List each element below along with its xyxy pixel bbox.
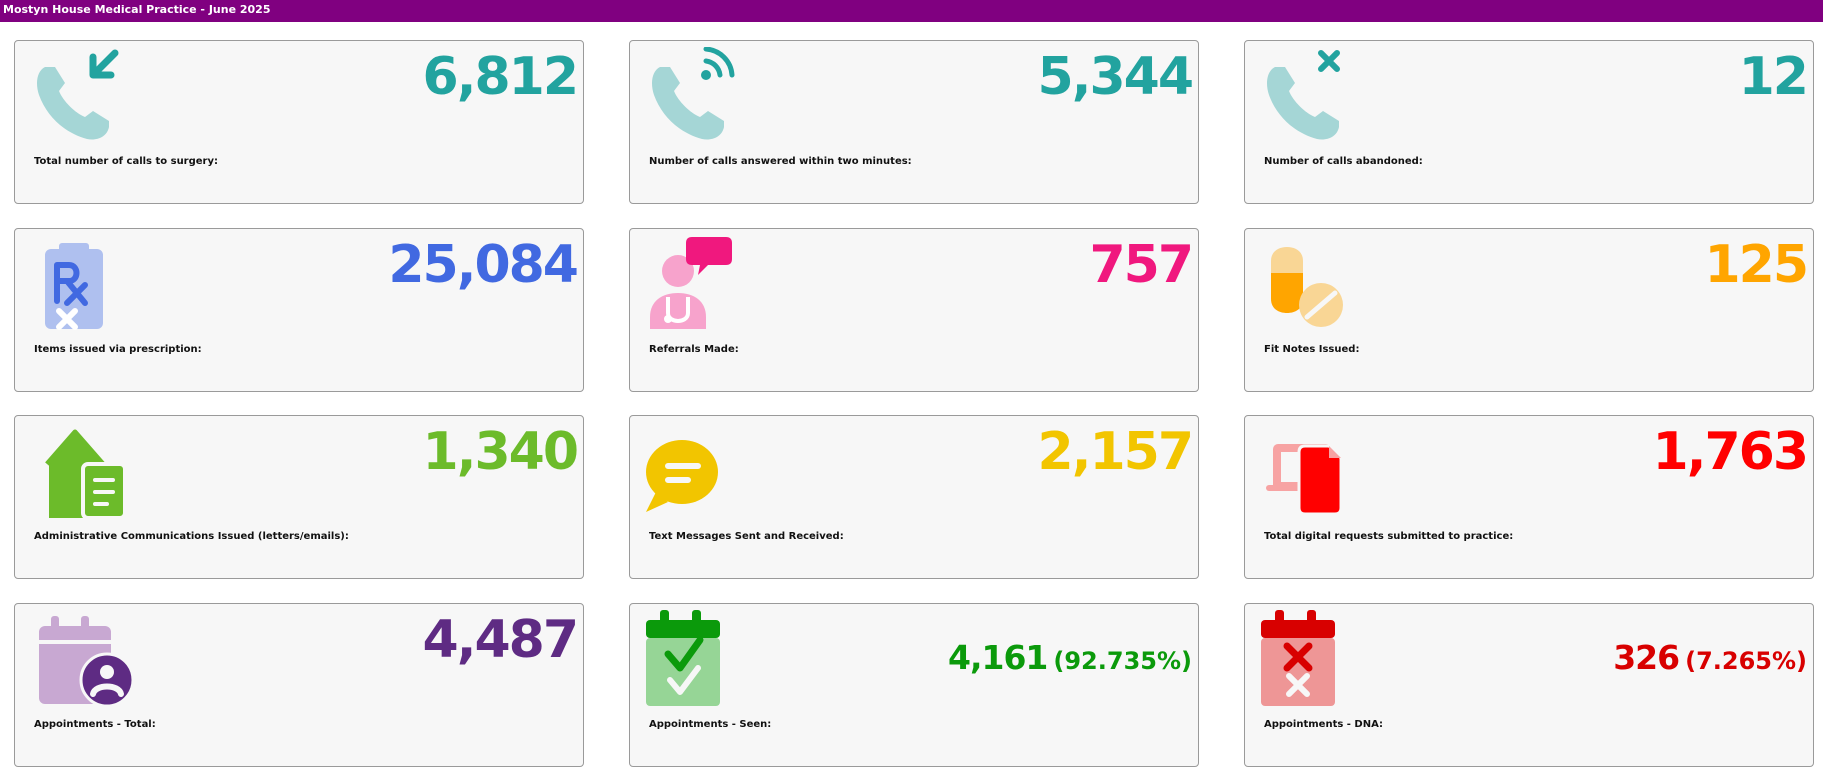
appointments-seen-label: Appointments - Seen: <box>649 719 772 730</box>
dashboard-header: Mostyn House Medical Practice - June 202… <box>0 0 1823 22</box>
appointments-seen-value: 4,161 (92.735%) <box>948 626 1192 693</box>
prescription-icon <box>45 243 103 330</box>
card-prescriptions: 25,084 Items issued via prescription: <box>14 228 584 392</box>
text-messages-label: Text Messages Sent and Received: <box>649 531 844 542</box>
admin-comms-value: 1,340 <box>422 422 579 482</box>
fit-notes-label: Fit Notes Issued: <box>1264 344 1360 355</box>
appointments-dna-percent: (7.265%) <box>1685 647 1807 675</box>
referrals-label: Referrals Made: <box>649 344 739 355</box>
card-text-messages: 2,157 Text Messages Sent and Received: <box>629 415 1199 579</box>
dashboard-title: Mostyn House Medical Practice - June 202… <box>3 3 271 16</box>
card-calls-answered: 5,344 Number of calls answered within tw… <box>629 40 1199 204</box>
prescriptions-value: 25,084 <box>388 235 579 295</box>
card-appointments-dna: 326 (7.265%) Appointments - DNA: <box>1244 603 1814 767</box>
card-admin-comms: 1,340 Administrative Communications Issu… <box>14 415 584 579</box>
appointments-dna-count: 326 <box>1613 638 1680 677</box>
total-calls-label: Total number of calls to surgery: <box>34 156 219 167</box>
card-digital-requests: 1,763 Total digital requests submitted t… <box>1244 415 1814 579</box>
doctor-referral-icon <box>650 237 732 329</box>
referrals-value: 757 <box>1089 235 1194 295</box>
appointments-dna-value: 326 (7.265%) <box>1613 626 1807 693</box>
total-calls-value: 6,812 <box>422 47 579 107</box>
digital-document-icon <box>1266 444 1343 516</box>
calls-abandoned-value: 12 <box>1738 47 1809 107</box>
appointments-dna-label: Appointments - DNA: <box>1264 719 1384 730</box>
appointments-seen-count: 4,161 <box>948 638 1048 677</box>
calendar-check-icon <box>646 610 720 706</box>
calendar-user-icon <box>39 616 135 708</box>
calls-answered-label: Number of calls answered within two minu… <box>649 156 912 167</box>
admin-comms-label: Administrative Communications Issued (le… <box>34 531 349 542</box>
phone-answered-icon <box>652 47 735 140</box>
house-letter-icon <box>45 429 127 520</box>
card-appointments-seen: 4,161 (92.735%) Appointments - Seen: <box>629 603 1199 767</box>
calls-answered-value: 5,344 <box>1037 47 1194 107</box>
digital-requests-label: Total digital requests submitted to prac… <box>1264 531 1514 542</box>
phone-incoming-icon <box>37 49 119 140</box>
pills-icon <box>1271 247 1343 327</box>
card-total-calls: 6,812 Total number of calls to surgery: <box>14 40 584 204</box>
text-messages-value: 2,157 <box>1037 422 1194 482</box>
card-fit-notes: 125 Fit Notes Issued: <box>1244 228 1814 392</box>
calendar-cross-icon <box>1261 610 1335 706</box>
appointments-total-value: 4,487 <box>422 610 579 670</box>
phone-missed-icon <box>1267 50 1340 140</box>
chat-bubble-icon <box>646 440 718 512</box>
calls-abandoned-label: Number of calls abandoned: <box>1264 156 1423 167</box>
appointments-total-label: Appointments - Total: <box>34 719 156 730</box>
prescriptions-label: Items issued via prescription: <box>34 344 202 355</box>
card-appointments-total: 4,487 Appointments - Total: <box>14 603 584 767</box>
card-calls-abandoned: 12 Number of calls abandoned: <box>1244 40 1814 204</box>
fit-notes-value: 125 <box>1704 235 1809 295</box>
appointments-seen-percent: (92.735%) <box>1053 647 1192 675</box>
digital-requests-value: 1,763 <box>1652 422 1809 482</box>
card-referrals: 757 Referrals Made: <box>629 228 1199 392</box>
